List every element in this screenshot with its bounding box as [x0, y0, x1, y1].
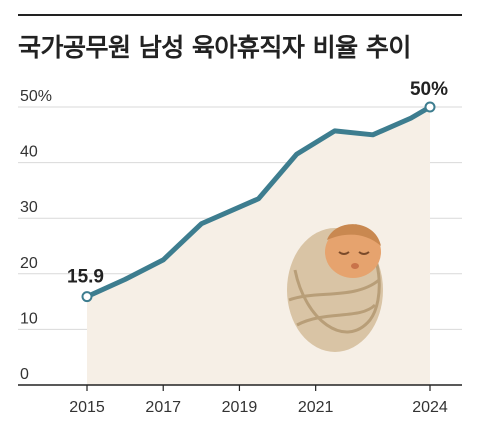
data-label-first: 15.9 [67, 267, 104, 288]
y-axis-ticks: 0 10 20 30 40 50% [20, 88, 52, 383]
y-tick-label: 20 [20, 255, 38, 272]
x-tick-label: 2024 [412, 399, 448, 416]
y-tick-label: 0 [20, 366, 29, 383]
point-markers [81, 101, 436, 303]
series-line [84, 104, 433, 300]
data-point-marker [424, 101, 436, 113]
data-label-last: 50% [410, 79, 448, 100]
data-labels: 15.9 50% [67, 79, 448, 288]
y-tick-label: 30 [20, 199, 38, 216]
top-rule [18, 14, 462, 16]
x-tick-label: 2015 [69, 399, 105, 416]
x-axis-ticks: 2015 2017 2019 2021 2024 [69, 385, 448, 416]
swaddled-baby-icon [287, 223, 383, 352]
x-tick-label: 2017 [145, 399, 181, 416]
y-tick-label: 10 [20, 310, 38, 327]
y-tick-label: 40 [20, 144, 38, 161]
chart-title: 국가공무원 남성 육아휴직자 비율 추이 [18, 33, 411, 62]
x-tick-label: 2019 [222, 399, 258, 416]
data-point-marker [81, 291, 93, 303]
y-tick-label: 50% [20, 88, 52, 105]
x-tick-label: 2021 [298, 399, 334, 416]
